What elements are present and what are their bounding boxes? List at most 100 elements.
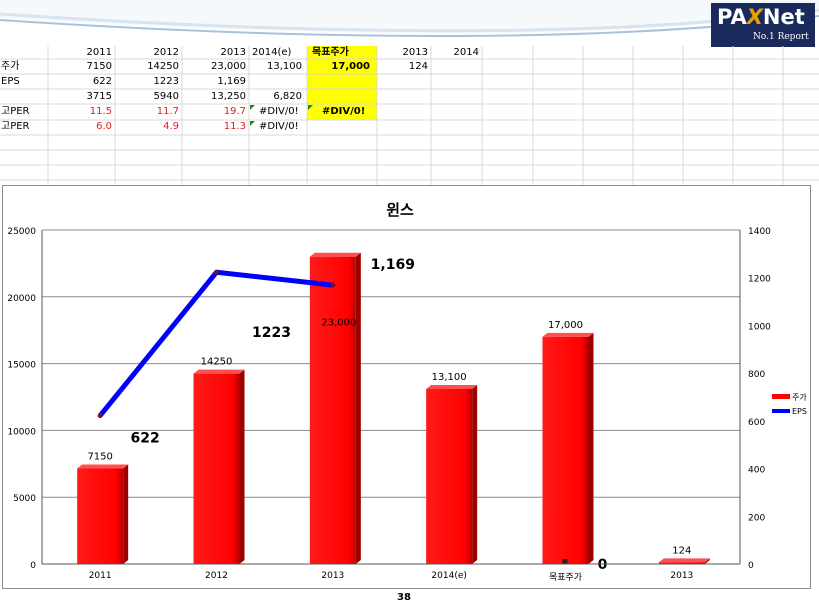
row-label-eps: EPS: [1, 76, 20, 87]
bar-data-label: 124: [672, 545, 691, 556]
bar: [542, 336, 589, 564]
y-right-tick-label: 1400: [748, 227, 771, 237]
label-layer: 7150 14250 23,000 13,100 17,000 124 622 1223 1,1…: [87, 257, 691, 573]
bar-side: [472, 384, 478, 564]
header-2014e: 2014(e): [252, 47, 292, 58]
y-left-tick-label: 10000: [7, 427, 36, 437]
cell-r3-2012: 5940: [153, 91, 179, 102]
cell-perl-2012: 4.9: [163, 121, 179, 132]
bar-side: [355, 252, 361, 564]
y-left-tick-label: 15000: [7, 361, 36, 371]
cell-perh-2014e: #DIV/0!: [259, 106, 299, 117]
cell-eps-2012: 1223: [153, 76, 179, 87]
y-left-tick-label: 25000: [7, 227, 36, 237]
x-tick-label: 목표주가: [549, 572, 582, 583]
cell-perh-2012: 11.7: [156, 106, 179, 117]
eps-point: [214, 269, 219, 275]
chart-svg: 윈스 7150 14250 23,000 13,100 17,000 124 622 1223…: [2, 185, 811, 589]
page-number: 38: [397, 592, 411, 603]
bar-data-label: 7150: [87, 451, 112, 462]
row-label-price: 주가: [1, 61, 20, 72]
row-label-per-high: 고PER: [1, 106, 30, 117]
bar-side: [588, 332, 594, 564]
cell-perh-2011: 11.5: [89, 106, 112, 117]
bar: [426, 388, 473, 564]
y-right-tick-label: 1000: [748, 322, 771, 332]
paxnet-logo: PAXNet No.1 Report: [711, 3, 815, 47]
header-2013b: 2013: [402, 47, 428, 58]
cell-perl-2011: 6.0: [96, 121, 112, 132]
header-2013: 2013: [220, 47, 246, 58]
logo-brand: PAXNet: [717, 5, 805, 29]
header-wave-band: [0, 0, 819, 37]
legend-swatch-price: [772, 394, 790, 399]
bar-layer: [77, 252, 710, 564]
cell-perl-2013: 11.3: [223, 121, 246, 132]
bar: [77, 468, 124, 564]
x-tick-label: 2013: [321, 571, 344, 581]
header-2011: 2011: [86, 47, 112, 58]
bar-top: [426, 384, 478, 389]
eps-data-label: 622: [131, 431, 160, 447]
bar-side: [123, 464, 129, 564]
header-2014: 2014: [453, 47, 479, 58]
bar: [658, 562, 705, 564]
eps-data-label: 0: [598, 557, 608, 573]
spreadsheet-table: 2011 2012 2013 2014(e) 목표주가 2013 2014 주가…: [0, 46, 819, 185]
row-label-per-low: 고PER: [1, 121, 30, 132]
bar-top: [193, 369, 245, 374]
legend-label-price: 주가: [792, 393, 807, 402]
logo-tagline: No.1 Report: [753, 32, 809, 42]
chart-border: [2, 185, 811, 589]
line-layer: [97, 269, 568, 564]
spreadsheet-grid: [0, 46, 819, 185]
y-right-tick-label: 400: [748, 466, 765, 476]
y-left-tick-label: 20000: [7, 294, 36, 304]
cell-r3-2011: 3715: [86, 91, 112, 102]
bar-data-label: 23,000: [321, 318, 356, 329]
cell-eps-2013: 1,169: [217, 76, 246, 87]
legend-layer: 주가 EPS: [772, 393, 807, 416]
bar-data-label: 14250: [201, 357, 233, 368]
bar-data-label: 17,000: [548, 320, 583, 331]
highlight-cell: [307, 46, 377, 120]
eps-data-label: 1,169: [371, 257, 415, 273]
bar: [193, 373, 240, 564]
eps-point: [562, 559, 568, 564]
bar: [309, 256, 356, 564]
eps-point: [97, 413, 103, 419]
y-left-tick-label: 5000: [13, 494, 36, 504]
bar-side: [239, 369, 245, 564]
y-right-tick-label: 200: [748, 513, 765, 523]
cell-price-2012: 14250: [147, 61, 179, 72]
cell-eps-2011: 622: [92, 76, 112, 87]
bar-top: [542, 332, 594, 337]
eps-point: [330, 282, 336, 288]
eps-data-label: 1223: [252, 325, 291, 341]
header-target-price: 목표주가: [312, 47, 349, 58]
y-right-tick-label: 800: [748, 370, 765, 380]
bar-top: [77, 464, 129, 469]
cell-price-2014e: 13,100: [267, 61, 302, 72]
y-right-tick-label: 0: [748, 561, 754, 571]
y-right-tick-label: 1200: [748, 275, 771, 285]
y-right-tick-label: 600: [748, 418, 765, 428]
axis-layer: 0500010000150002000025000020040060080010…: [7, 227, 771, 583]
bar-top: [309, 252, 361, 257]
cell-price-2011: 7150: [86, 61, 112, 72]
x-tick-label: 2013: [670, 571, 693, 581]
cell-r3-2014e: 6,820: [273, 91, 302, 102]
header-2012: 2012: [153, 47, 179, 58]
cell-price-2013b: 124: [408, 61, 428, 72]
cell-r3-2013: 13,250: [211, 91, 246, 102]
x-tick-label: 2014(e): [431, 571, 466, 581]
bar-data-label: 13,100: [432, 372, 467, 383]
x-tick-label: 2011: [89, 571, 112, 581]
cell-price-2013: 23,000: [211, 61, 246, 72]
y-left-tick-label: 0: [30, 561, 36, 571]
cell-perh-target: #DIV/0!: [322, 106, 366, 117]
bar-top: [658, 558, 710, 563]
cell-perl-2014e: #DIV/0!: [259, 121, 299, 132]
legend-label-eps: EPS: [792, 407, 807, 416]
bar-side: [704, 558, 710, 564]
